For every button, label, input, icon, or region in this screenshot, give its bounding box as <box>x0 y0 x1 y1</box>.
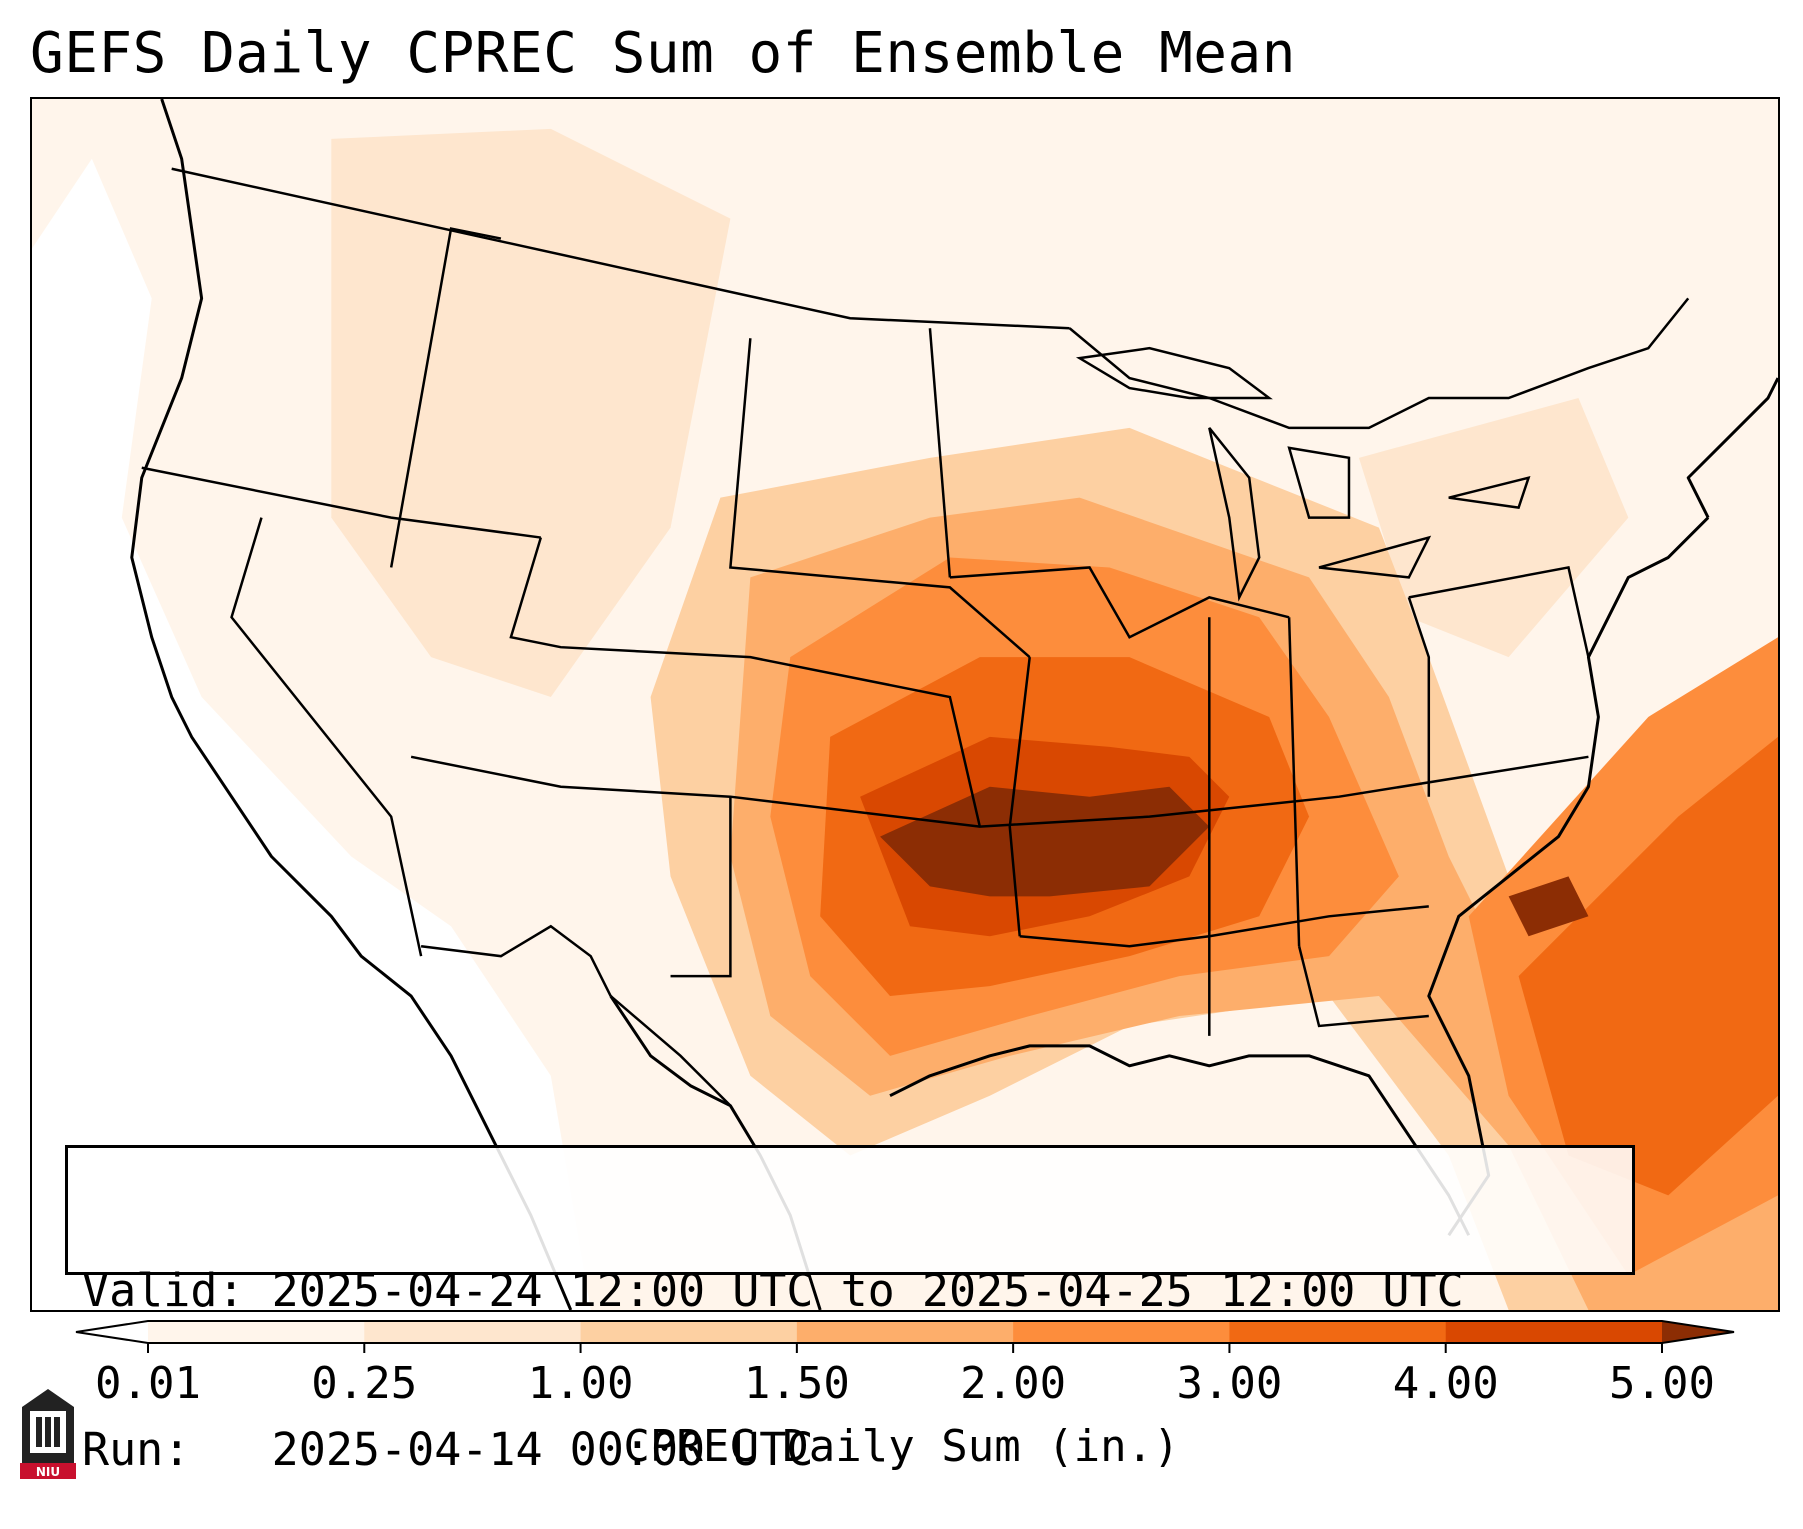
colorbar-segment <box>796 1321 1014 1343</box>
colorbar-extend-high <box>1662 1321 1734 1343</box>
colorbar-segment <box>1013 1321 1230 1343</box>
precip-core-max <box>880 786 1210 897</box>
border-sd-ne <box>729 338 1031 659</box>
colorbar-segment <box>364 1321 582 1343</box>
new-england-coast <box>1686 377 1778 519</box>
lake-michigan <box>1208 427 1261 602</box>
colorbar-tick-label: 2.00 <box>960 1358 1067 1409</box>
us-canada-border-west <box>171 167 1070 330</box>
light-precip-northeast <box>1358 398 1629 658</box>
colorbar-segment <box>1229 1321 1447 1343</box>
precipitation-map <box>30 97 1780 1312</box>
colorbar-tick-label: 0.01 <box>95 1358 201 1409</box>
logo-text: NIU <box>36 1465 60 1479</box>
logo-band <box>20 1463 76 1479</box>
valid-time-line: Valid: 2025-04-24 12:00 UTC to 2025-04-2… <box>82 1264 1464 1317</box>
border-or-ca-nv <box>141 466 541 539</box>
run-time-line: Run: 2025-04-14 00:00 UTC <box>82 1423 814 1476</box>
lake-huron <box>1287 446 1351 519</box>
lake-erie <box>1318 535 1432 579</box>
colorbar-tick-label: 1.00 <box>527 1358 634 1409</box>
colorbar-segment <box>1445 1321 1663 1343</box>
colorbar-label: CPREC Daily Sum (in.) <box>623 1421 1180 1472</box>
border-oh-wv <box>1407 596 1431 797</box>
lake-ontario <box>1448 475 1531 510</box>
border-id-mt <box>389 227 502 568</box>
colorbar-tick-label: 1.50 <box>743 1358 850 1409</box>
border-ga-fl <box>1297 945 1429 1028</box>
border-ca-nv-az <box>230 517 423 957</box>
map-canvas <box>32 99 1778 1310</box>
colorbar-extend-low <box>76 1321 148 1343</box>
border-nm-tx <box>670 796 732 978</box>
pacific-coastline <box>130 99 573 1310</box>
dry-area-west <box>32 158 591 1310</box>
border-nd-mn <box>928 328 952 578</box>
colorbar-segment <box>580 1321 798 1343</box>
gulf-coastline <box>889 1044 1471 1236</box>
niu-logo: NIU <box>20 1389 76 1479</box>
us-canada-border-east <box>1068 297 1690 430</box>
state-borders <box>141 167 1690 1107</box>
valid-run-info-box: Valid: 2025-04-24 12:00 UTC to 2025-04-2… <box>65 1145 1635 1476</box>
border-al-ga <box>1287 617 1301 947</box>
lake-superior <box>1075 346 1273 400</box>
border-ia-il <box>949 566 1290 639</box>
border-ks-co <box>509 537 982 827</box>
border-mo-ar <box>1008 657 1031 937</box>
great-lakes <box>1075 346 1531 602</box>
precip-core-atlantic <box>1508 876 1589 937</box>
map-title: GEFS Daily CPREC Sum of Ensemble Mean <box>30 21 1296 86</box>
colorbar <box>75 1320 1735 1353</box>
colorbar-tick-label: 0.25 <box>311 1358 418 1409</box>
colorbar-tick-label: 5.00 <box>1609 1358 1715 1409</box>
precip-band-atlantic-heavy <box>1518 736 1778 1196</box>
us-mexico-border-tx <box>609 995 732 1107</box>
atlantic-coastline <box>1427 516 1710 1237</box>
border-pa-ny <box>1408 566 1590 658</box>
colorbar-tick-label: 4.00 <box>1392 1358 1499 1409</box>
us-mexico-border-west <box>420 924 612 997</box>
colorbar-segment <box>148 1321 365 1343</box>
colorbar-tick-label: 3.00 <box>1176 1358 1283 1409</box>
